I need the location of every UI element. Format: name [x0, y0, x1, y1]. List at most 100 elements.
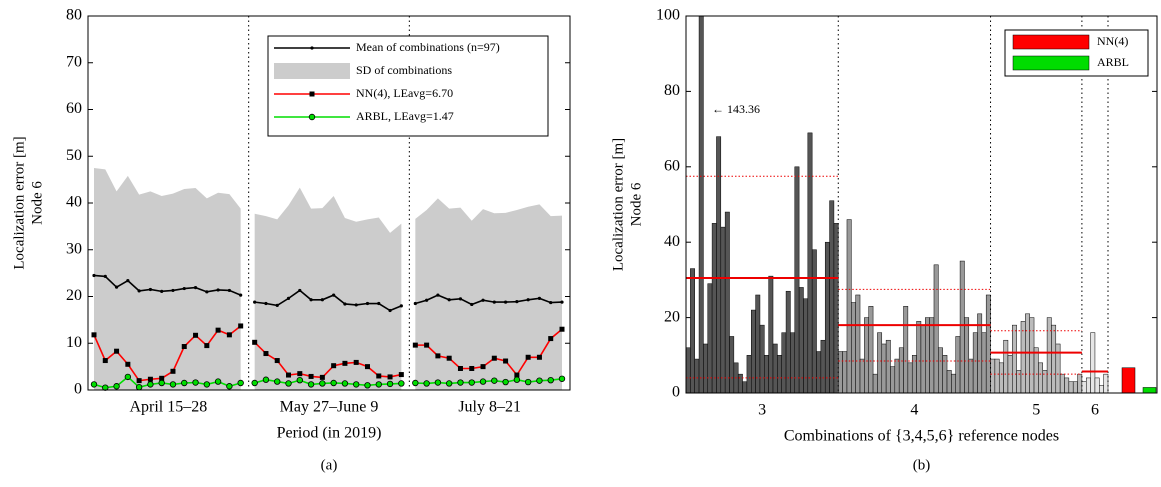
marker: [469, 365, 475, 371]
y-tick-label: 80: [664, 82, 680, 99]
marker: [286, 372, 292, 378]
legend-label: ARBL, LEavg=1.47: [356, 109, 454, 123]
bar: [842, 351, 848, 393]
marker: [296, 376, 303, 384]
legend-marker: [310, 46, 314, 50]
caption: (a): [321, 457, 338, 473]
y-tick-label: 60: [664, 157, 680, 174]
marker: [503, 300, 508, 304]
legend-label: SD of combinations: [356, 63, 452, 77]
bar: [877, 332, 883, 393]
marker: [297, 371, 303, 377]
bar: [1090, 332, 1096, 393]
marker: [364, 364, 370, 370]
y-axis-label: Node 6: [29, 181, 45, 225]
marker: [91, 332, 97, 338]
marker: [193, 286, 198, 290]
marker: [386, 380, 394, 388]
series-line: [415, 294, 563, 306]
marker: [147, 381, 154, 388]
bar: [920, 324, 926, 393]
x-axis-label: Period (in 2019): [277, 425, 382, 442]
marker: [203, 381, 211, 388]
bar: [807, 132, 813, 393]
y-tick-label: 30: [66, 240, 82, 257]
bar: [872, 373, 878, 393]
marker: [137, 289, 141, 293]
marker: [424, 342, 430, 348]
marker: [548, 336, 554, 342]
caption: (b): [913, 457, 931, 473]
marker: [171, 288, 175, 293]
marker: [170, 368, 176, 374]
bar: [811, 249, 817, 393]
series-line: [93, 274, 241, 296]
marker: [307, 381, 315, 388]
y-tick-label: 20: [664, 308, 680, 325]
y-tick-label: 40: [664, 233, 680, 250]
bar: [729, 336, 735, 393]
legend-label: Mean of combinations (n=97): [356, 40, 500, 54]
legend-swatch: [1012, 34, 1090, 50]
marker: [458, 297, 463, 301]
bar: [1055, 343, 1061, 393]
bar: [1094, 377, 1100, 393]
bar: [724, 211, 730, 393]
marker: [124, 373, 132, 381]
sd-area: [415, 198, 562, 390]
marker: [192, 379, 199, 386]
bar: [959, 260, 965, 393]
bar: [698, 16, 704, 393]
marker: [135, 383, 143, 391]
bar: [929, 317, 935, 393]
marker: [251, 379, 258, 387]
y-tick-label: 0: [672, 384, 680, 401]
marker: [159, 375, 165, 381]
bar: [1029, 317, 1035, 393]
bar: [838, 351, 843, 393]
bar: [1121, 367, 1136, 393]
marker: [274, 378, 281, 385]
bar: [703, 343, 709, 393]
marker: [169, 381, 177, 388]
legend-label: NN(4), LEavg=6.70: [356, 86, 453, 100]
bar: [925, 317, 930, 393]
marker: [423, 380, 430, 387]
x-tick-label: April 15–28: [129, 399, 207, 416]
marker: [102, 358, 108, 364]
bar: [816, 351, 822, 393]
marker: [492, 300, 496, 304]
marker: [264, 301, 268, 306]
marker: [353, 359, 359, 365]
bar: [990, 358, 996, 393]
x-tick-label: July 8–21: [458, 399, 521, 416]
y-tick-label: 80: [66, 7, 82, 24]
bar: [981, 332, 987, 393]
bar: [720, 226, 726, 393]
y-tick-label: 0: [74, 381, 82, 398]
marker: [204, 343, 210, 349]
bar: [1081, 381, 1087, 393]
marker: [470, 302, 474, 307]
marker: [480, 364, 486, 370]
marker: [147, 376, 153, 382]
bar: [994, 358, 1000, 393]
y-tick-label: 20: [66, 287, 82, 304]
bar: [759, 324, 765, 393]
bar: [890, 366, 896, 393]
legend-marker: [309, 91, 315, 97]
marker: [502, 378, 509, 386]
bar: [768, 275, 774, 393]
y-tick-label: 60: [66, 100, 82, 117]
bar: [1012, 324, 1017, 393]
bar: [864, 317, 869, 393]
bar: [1068, 381, 1074, 393]
marker: [457, 365, 463, 371]
marker: [365, 301, 370, 306]
marker: [342, 360, 348, 366]
plot-frame: [685, 15, 1158, 394]
bar: [1103, 373, 1109, 393]
marker: [537, 296, 542, 300]
bar: [803, 298, 809, 393]
